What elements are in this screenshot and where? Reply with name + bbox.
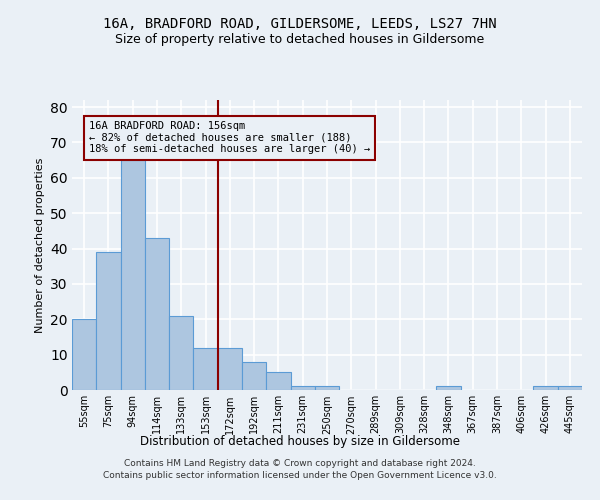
Bar	[266, 372, 290, 390]
Text: 16A, BRADFORD ROAD, GILDERSOME, LEEDS, LS27 7HN: 16A, BRADFORD ROAD, GILDERSOME, LEEDS, L…	[103, 18, 497, 32]
Bar	[242, 362, 266, 390]
Bar	[218, 348, 242, 390]
Text: Distribution of detached houses by size in Gildersome: Distribution of detached houses by size …	[140, 435, 460, 448]
Text: 16A BRADFORD ROAD: 156sqm
← 82% of detached houses are smaller (188)
18% of semi: 16A BRADFORD ROAD: 156sqm ← 82% of detac…	[89, 121, 370, 154]
Bar	[436, 386, 461, 390]
Bar	[315, 386, 339, 390]
Bar	[558, 386, 582, 390]
Text: Size of property relative to detached houses in Gildersome: Size of property relative to detached ho…	[115, 32, 485, 46]
Bar	[169, 316, 193, 390]
Bar	[121, 160, 145, 390]
Bar	[96, 252, 121, 390]
Text: Contains HM Land Registry data © Crown copyright and database right 2024.
Contai: Contains HM Land Registry data © Crown c…	[103, 458, 497, 480]
Bar	[72, 320, 96, 390]
Bar	[533, 386, 558, 390]
Bar	[193, 348, 218, 390]
Bar	[290, 386, 315, 390]
Y-axis label: Number of detached properties: Number of detached properties	[35, 158, 44, 332]
Bar	[145, 238, 169, 390]
